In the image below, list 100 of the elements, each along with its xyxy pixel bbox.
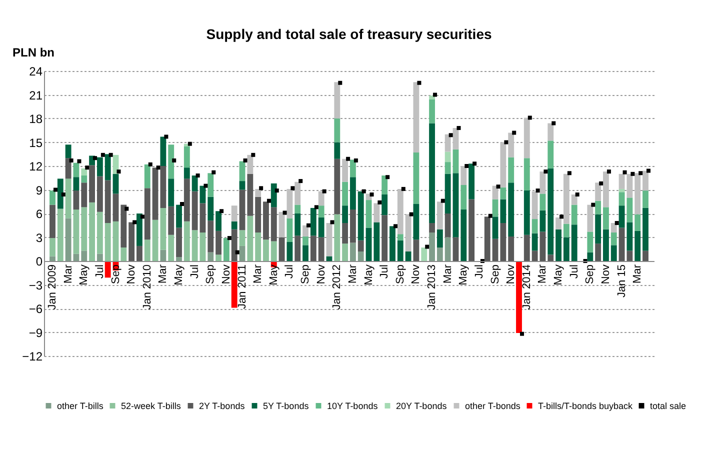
bar <box>524 190 530 235</box>
bar <box>318 191 324 206</box>
x-tick-label: May <box>362 264 375 286</box>
bar <box>618 206 625 228</box>
bar <box>468 199 475 261</box>
x-tick-label: Nov <box>315 264 328 284</box>
bar <box>81 207 88 251</box>
bar <box>286 218 293 242</box>
bar <box>587 252 594 261</box>
bar <box>294 214 301 236</box>
bar <box>318 206 324 218</box>
bar <box>326 223 332 256</box>
bar <box>168 206 174 235</box>
x-tick-label: Jan 2009 <box>46 264 58 310</box>
bar <box>184 146 190 168</box>
bar <box>216 230 222 255</box>
bar <box>421 248 428 261</box>
bar <box>302 245 308 261</box>
bar <box>57 208 64 261</box>
x-tick-label: Jul <box>284 264 296 279</box>
bar <box>184 221 190 261</box>
bar <box>208 252 214 261</box>
bar <box>460 185 467 210</box>
x-tick-label: Jul <box>568 264 580 279</box>
bar <box>358 252 364 261</box>
bar <box>144 240 150 261</box>
bar <box>96 254 103 261</box>
x-tick-label: Mar <box>536 264 549 284</box>
bar <box>50 256 56 261</box>
bar <box>247 216 254 261</box>
bar <box>366 200 372 228</box>
bar <box>239 190 246 230</box>
bar <box>524 234 530 261</box>
bar <box>73 210 80 254</box>
bar <box>216 211 222 231</box>
bar <box>563 237 570 261</box>
bar <box>65 178 72 218</box>
bar <box>231 229 238 261</box>
bar <box>397 188 404 234</box>
bar <box>278 237 285 261</box>
bar <box>452 173 459 238</box>
bar <box>294 182 301 205</box>
bar <box>89 202 95 261</box>
bar <box>168 144 174 179</box>
bar <box>532 219 538 234</box>
y-tick-label: −3 <box>28 278 43 292</box>
bar <box>223 238 230 261</box>
y-tick-label: −12 <box>22 350 43 364</box>
bar <box>397 240 404 261</box>
bar <box>436 202 443 230</box>
bar <box>57 178 64 209</box>
x-tick-label: Jan 2012 <box>331 264 344 310</box>
x-tick-label: Sep <box>204 264 217 284</box>
bar <box>216 254 222 261</box>
x-tick-label: Jan 2011 <box>236 264 248 309</box>
bar <box>405 214 412 252</box>
bar <box>571 194 578 205</box>
bar <box>302 236 308 246</box>
bar <box>516 261 522 334</box>
bar <box>413 204 420 240</box>
bar <box>563 224 570 238</box>
bar <box>286 242 293 261</box>
bar <box>294 236 301 261</box>
bar <box>492 238 498 261</box>
bar <box>342 244 348 261</box>
bar <box>595 214 602 244</box>
bar <box>587 232 594 252</box>
bar <box>571 204 578 225</box>
x-tick-label: Jan 15 <box>616 264 628 298</box>
legend-label: other T-bills <box>57 400 104 411</box>
bar <box>603 229 609 261</box>
bar <box>334 158 340 214</box>
bar <box>492 199 498 217</box>
bar <box>350 160 356 178</box>
bar <box>397 234 404 240</box>
bar <box>73 190 80 210</box>
bar <box>176 204 182 228</box>
bar <box>239 161 246 182</box>
bar <box>160 250 166 261</box>
bar <box>436 248 443 261</box>
bar <box>436 229 443 248</box>
bar <box>81 250 88 261</box>
bar <box>500 199 506 223</box>
bar <box>112 194 119 222</box>
bar <box>200 232 206 261</box>
bar <box>413 240 420 261</box>
bar <box>120 204 127 248</box>
bar <box>358 240 364 252</box>
x-tick-label: Nov <box>126 264 138 284</box>
bar <box>144 164 150 188</box>
x-tick-label: Nov <box>600 264 612 284</box>
bar <box>247 154 254 174</box>
bar <box>255 232 262 261</box>
bar <box>318 217 324 238</box>
bar <box>452 128 459 150</box>
x-tick-label: Mar <box>252 264 264 284</box>
bar <box>571 224 578 261</box>
bar <box>634 173 641 214</box>
bar <box>184 168 190 179</box>
y-tick-label: 15 <box>29 136 43 150</box>
